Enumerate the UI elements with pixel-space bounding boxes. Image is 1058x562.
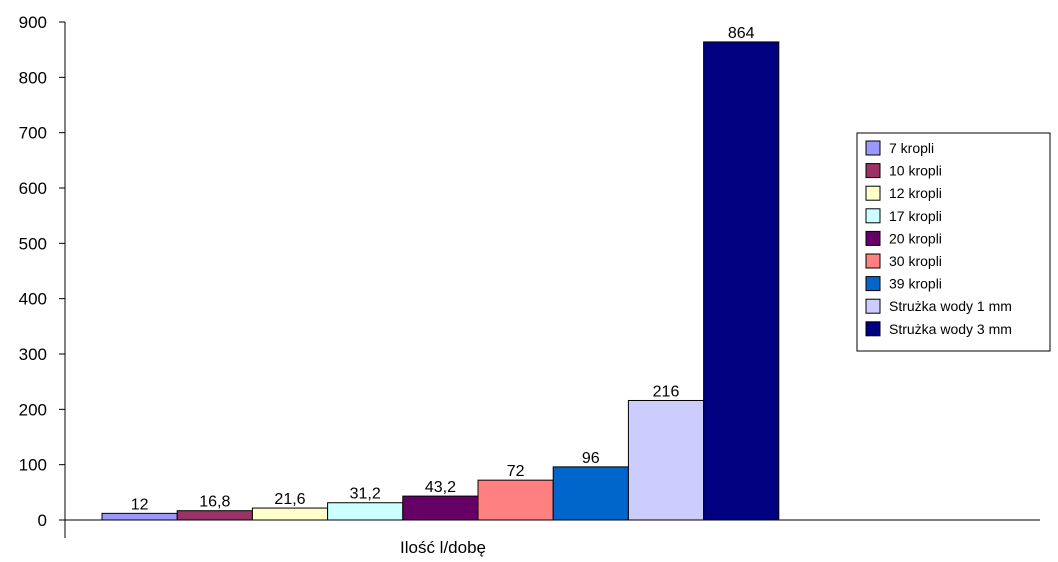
legend-label: 10 kropli — [889, 163, 942, 179]
bar — [327, 502, 404, 521]
bar — [477, 479, 554, 521]
y-tick-label: 600 — [19, 179, 47, 198]
bar — [703, 41, 780, 521]
bar-value-label: 31,2 — [350, 486, 381, 503]
bar — [176, 510, 253, 521]
legend-swatch — [865, 230, 881, 246]
bar-value-label: 216 — [653, 383, 680, 400]
legend-label: 17 kropli — [889, 208, 942, 224]
legend-swatch — [865, 163, 881, 179]
legend-swatch — [865, 298, 881, 314]
y-tick-label: 400 — [19, 290, 47, 309]
legend-label: Strużka wody 3 mm — [889, 321, 1012, 337]
legend-label: 7 kropli — [889, 140, 934, 156]
bars — [101, 41, 780, 521]
bar-value-label: 96 — [582, 450, 600, 467]
y-tick-label: 900 — [19, 13, 47, 32]
legend-swatch — [865, 276, 881, 292]
bar — [251, 507, 329, 521]
legend-label: 20 kropli — [889, 230, 942, 246]
legend-label: 30 kropli — [889, 253, 942, 269]
y-tick-label: 300 — [19, 345, 47, 364]
bar-value-label: 16,8 — [199, 494, 230, 511]
y-tick-label: 200 — [19, 400, 47, 419]
legend-label: Strużka wody 1 mm — [889, 298, 1012, 314]
y-tick-label: 0 — [38, 511, 47, 530]
bar — [552, 466, 629, 521]
legend-swatch — [865, 208, 881, 224]
category-label: Ilość l/dobę — [400, 538, 486, 557]
legend-swatch — [865, 253, 881, 269]
y-tick-label: 700 — [19, 124, 47, 143]
y-tick-label: 800 — [19, 68, 47, 87]
legend-label: 12 kropli — [889, 185, 942, 201]
bar — [627, 399, 705, 521]
legend-frame — [856, 132, 1051, 352]
legend-swatch — [865, 321, 881, 337]
legend: 7 kropli 10 kropli 12 kropli 17 kropli 20 kr… — [856, 132, 1051, 352]
axes: 0 100 200 300 400 500 600 700 800 900 — [19, 13, 1040, 538]
bar-value-label: 864 — [728, 25, 755, 42]
bar-value-label: 43,2 — [425, 479, 456, 496]
legend-swatch — [865, 185, 881, 201]
bar — [101, 512, 178, 521]
bar-value-label: 72 — [507, 463, 525, 480]
bar — [402, 495, 479, 521]
bar-value-label: 21,6 — [274, 491, 305, 508]
legend-label: 39 kropli — [889, 276, 942, 292]
y-tick-label: 500 — [19, 234, 47, 253]
bar-value-label: 12 — [131, 496, 149, 513]
bar-labels: 12 16,8 21,6 31,2 43,2 72 96 216 864 — [131, 25, 755, 513]
y-tick-label: 100 — [19, 456, 47, 475]
legend-swatch — [865, 140, 881, 156]
